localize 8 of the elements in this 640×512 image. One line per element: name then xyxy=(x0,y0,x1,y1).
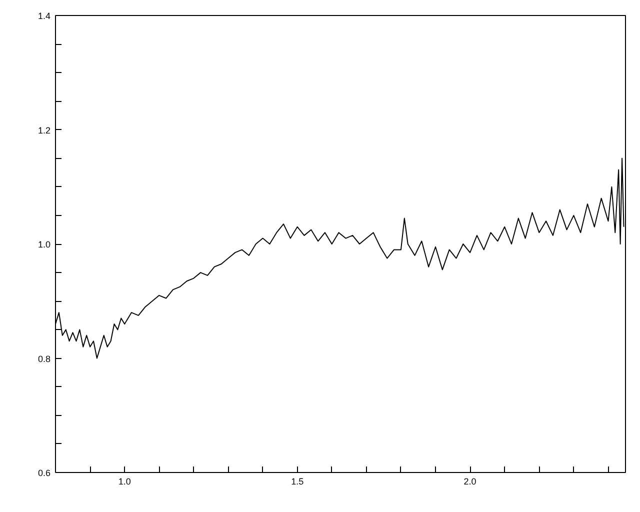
x-tick-label: 1.5 xyxy=(291,476,304,486)
y-tick-label: 0.6 xyxy=(38,468,51,478)
y-tick-label: 1.0 xyxy=(38,240,51,250)
x-tick-label: 2.0 xyxy=(464,476,476,486)
y-tick-label: 0.8 xyxy=(38,354,51,364)
y-tick-label: 1.4 xyxy=(38,11,51,21)
y-tick-label: 1.2 xyxy=(38,125,51,136)
x-tick-label: 1.0 xyxy=(118,476,131,486)
